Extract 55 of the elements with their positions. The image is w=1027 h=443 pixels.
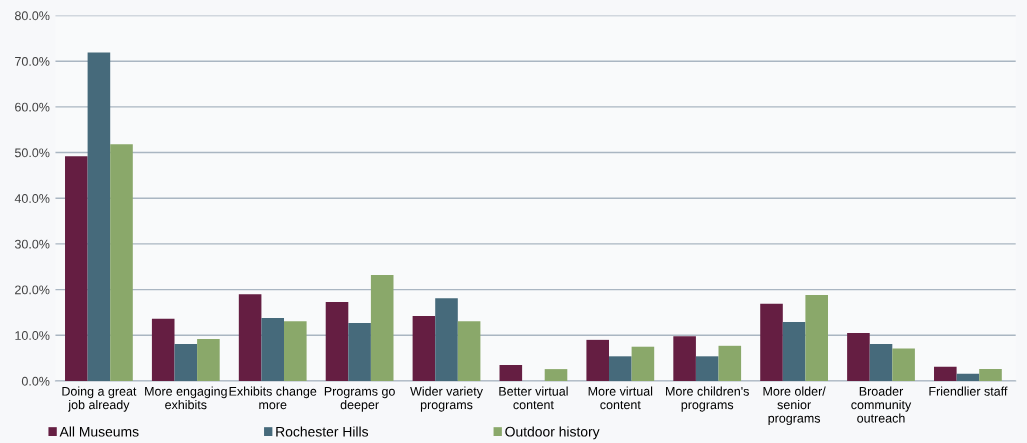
x-tick-label: More older/ senior programs: [763, 386, 826, 426]
bar: [238, 294, 262, 381]
y-tick-label: 10.0%: [15, 331, 50, 340]
bar: [782, 322, 806, 381]
y-tick-label: 40.0%: [14, 194, 50, 203]
bar: [325, 301, 349, 381]
y-tick-label: 70.0%: [15, 56, 50, 66]
y-tick-label: 60.0%: [15, 102, 50, 112]
bar: [956, 373, 980, 381]
x-tick-label: Exhibits change more: [229, 386, 317, 410]
x-tick-label: Doing a great job already: [62, 386, 137, 412]
y-tick-label: 20.0%: [15, 285, 50, 295]
bar: [65, 156, 88, 381]
bar: [151, 318, 175, 381]
bar: [87, 52, 111, 381]
bar: [695, 356, 719, 381]
bar: [673, 336, 696, 381]
bar: [348, 322, 371, 381]
legend-label: All Museums: [59, 426, 139, 437]
bar: [544, 369, 568, 381]
bar: [979, 369, 1002, 381]
x-tick-label: Friendlier staff: [929, 386, 1008, 396]
x-tick-label: More virtual content: [588, 386, 653, 410]
x-tick-label: More engaging exhibits: [145, 386, 227, 410]
y-tick-label: 80.0%: [15, 11, 50, 21]
bar: [586, 339, 610, 381]
bar: [370, 274, 394, 381]
bar: [261, 317, 284, 381]
bar: [892, 348, 915, 381]
bar: [934, 366, 957, 381]
legend-label: Outdoor history: [505, 426, 600, 440]
x-tick-label: Better virtual content: [499, 386, 568, 410]
bar: [609, 356, 632, 381]
bar: [760, 303, 783, 381]
x-tick-label: Broader community outreach: [851, 386, 912, 423]
y-tick-label: 0.0%: [21, 376, 50, 386]
x-tick-label: Wider variety programs: [410, 386, 483, 412]
bar: [847, 333, 870, 381]
bar: [718, 345, 742, 381]
bar: [435, 298, 458, 381]
bar: [197, 338, 220, 381]
x-tick-label: More children's programs: [666, 386, 749, 412]
bar: [869, 343, 893, 381]
bar: [412, 316, 436, 381]
x-tick-label: Programs go deeper: [324, 386, 395, 412]
bar: [457, 321, 481, 381]
legend-label: Rochester Hills: [276, 426, 369, 437]
bar: [499, 364, 523, 381]
y-tick-label: 50.0%: [14, 148, 50, 158]
bar: [805, 295, 828, 381]
bar: [174, 343, 198, 381]
bar: [284, 321, 307, 381]
bar: [110, 144, 133, 381]
y-tick-label: 30.0%: [14, 239, 50, 249]
bar: [631, 346, 655, 381]
